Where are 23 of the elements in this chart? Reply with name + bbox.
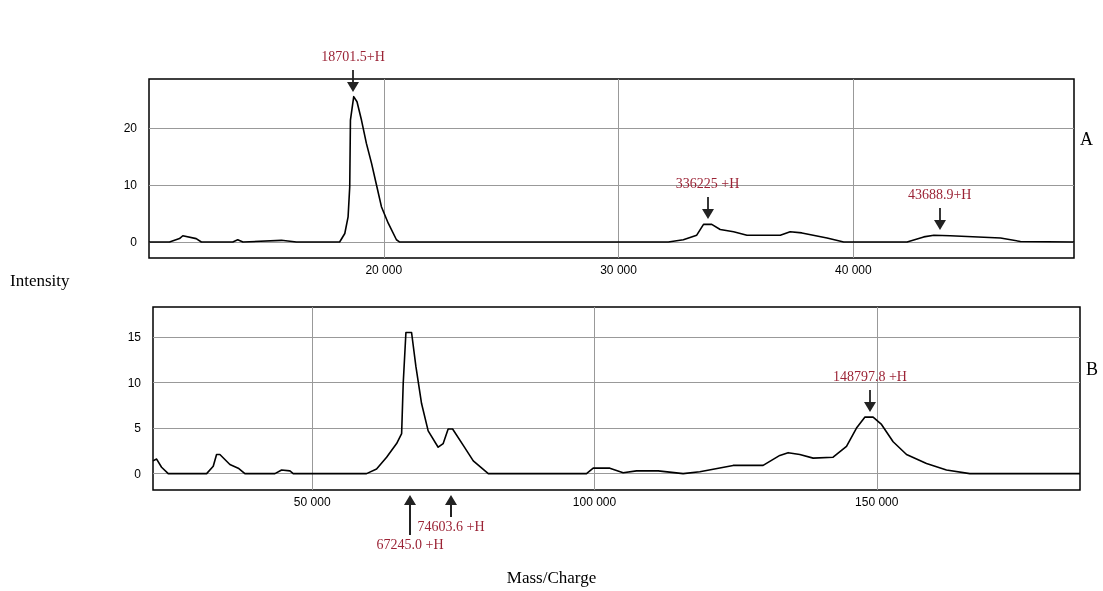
x-axis-title: Mass/Charge: [506, 568, 597, 587]
annotation: 43688.9+H: [907, 187, 972, 204]
text: A: [1080, 128, 1093, 150]
x-tick-label: 100 000: [572, 495, 617, 509]
y-tick-label: 0: [130, 235, 138, 250]
text: 67245.0 +H: [376, 537, 444, 553]
text: 74603.6 +H: [417, 519, 485, 535]
x-tick-label: 40 000: [834, 263, 872, 277]
text: B: [1086, 358, 1099, 380]
x-tick-label: 30 000: [600, 263, 638, 277]
y-tick-label: 10: [123, 178, 138, 193]
annotation: 336225 +H: [675, 176, 740, 193]
y-tick-label: 20: [123, 121, 138, 136]
x-tick-label: 50 000: [293, 495, 331, 509]
y-tick-label: 10: [127, 375, 142, 390]
annotation: 148797.8 +H: [832, 369, 907, 386]
y-axis-title: Intensity: [10, 271, 70, 290]
x-tick-label: 20 000: [365, 263, 403, 277]
y-tick-label: 15: [127, 330, 142, 345]
x-tick-label: 150 000: [855, 495, 899, 509]
y-tick-label: 5: [134, 421, 142, 436]
y-tick-label: 0: [134, 466, 142, 481]
annotation: 18701.5+H: [321, 48, 385, 65]
